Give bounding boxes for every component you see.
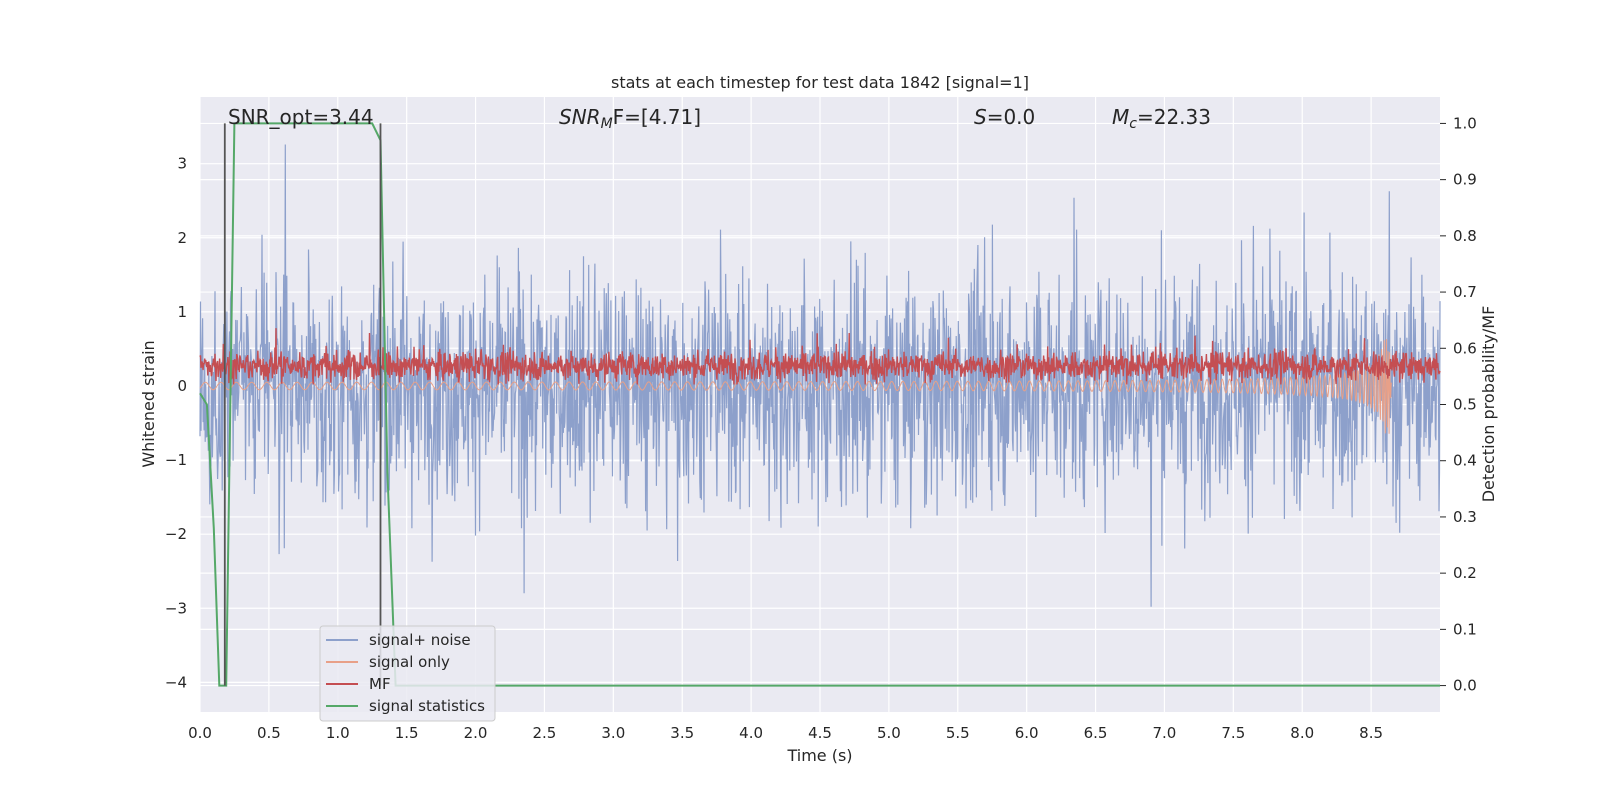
x-tick-label-16: 8.0 (1290, 724, 1314, 742)
legend-label-mf: MF (369, 675, 391, 693)
legend-label-signal-noise: signal+ noise (369, 631, 471, 649)
x-tick-label-10: 5.0 (877, 724, 901, 742)
y-left-tick-label-5: 1 (177, 303, 187, 321)
x-tick-label-14: 7.0 (1153, 724, 1177, 742)
signal-noise-line (199, 144, 1441, 607)
annotation-mc-rest: =22.33 (1137, 105, 1211, 129)
x-tick-label-17: 8.5 (1359, 724, 1383, 742)
chart-title: stats at each timestep for test data 184… (611, 73, 1029, 92)
x-tick-label-7: 3.5 (670, 724, 694, 742)
y-right-tick-label-8: 0.8 (1453, 227, 1477, 245)
x-tick-label-15: 7.5 (1221, 724, 1245, 742)
series-signal-noise (199, 144, 1441, 607)
y-left-tick-label-4: 0 (177, 377, 187, 395)
y-right-axis-label: Detection probability/MF (1479, 306, 1498, 503)
signal-only-line (199, 339, 1392, 434)
x-tick-label-5: 2.5 (533, 724, 557, 742)
annotation-mc: Mc=22.33 (1112, 105, 1211, 132)
y-left-tick-labels: −4 −3 −2 −1 0 1 2 3 (165, 155, 187, 692)
series-mf (199, 328, 1441, 385)
x-tick-label-4: 2.0 (464, 724, 488, 742)
legend: signal+ noise signal only MF signal stat… (319, 625, 496, 722)
legend-label-signal-only: signal only (369, 653, 450, 671)
y-left-tick-label-2: −2 (165, 525, 187, 543)
marker-lines (223, 123, 382, 686)
y-right-tick-labels: 0.0 0.1 0.2 0.3 0.4 0.5 0.6 0.7 0.8 0.9 1.0 (1440, 114, 1477, 695)
annotation-mc-italic: M (1112, 105, 1129, 129)
y-left-tick-label-0: −4 (165, 673, 187, 691)
annotation-snr-mf-rest: F=[4.71] (613, 105, 701, 129)
y-right-tick-label-5: 0.5 (1453, 396, 1477, 414)
grid (199, 97, 1440, 712)
x-tick-label-3: 1.5 (395, 724, 419, 742)
x-axis-label: Time (s) (786, 746, 852, 765)
x-tick-label-13: 6.5 (1084, 724, 1108, 742)
annotation-snr-mf: SNRMF=[4.71] (559, 105, 701, 132)
annotation-s: S=0.0 (974, 105, 1035, 129)
y-left-tick-label-3: −1 (165, 451, 187, 469)
y-right-tick-label-3: 0.3 (1453, 508, 1477, 526)
annotation-snr-opt: SNR_opt=3.44 (228, 105, 374, 129)
legend-label-signal-statistics: signal statistics (369, 697, 485, 715)
annotation-mc-sub: c (1129, 116, 1137, 132)
signal-statistics-line (199, 122, 1440, 687)
y-right-tick-label-2: 0.2 (1453, 564, 1477, 582)
y-left-tick-label-1: −3 (165, 599, 187, 617)
y-left-tick-label-7: 3 (177, 155, 187, 173)
annotation-s-rest: =0.0 (987, 105, 1036, 129)
x-tick-label-12: 6.0 (1015, 724, 1039, 742)
y-right-tick-label-6: 0.6 (1453, 339, 1477, 357)
y-right-tick-label-7: 0.7 (1453, 283, 1477, 301)
y-left-tick-label-6: 2 (177, 229, 187, 247)
x-tick-label-9: 4.5 (808, 724, 832, 742)
annotation-snr-mf-base: SNR (559, 105, 601, 129)
x-tick-labels: 0.0 0.5 1.0 1.5 2.0 2.5 3.0 3.5 4.0 4.5 5.0 5.5 6.0 6… (188, 724, 1383, 742)
y-left-axis-label: Whitened strain (139, 340, 158, 467)
series-signal-statistics (199, 122, 1440, 687)
x-tick-label-1: 0.5 (257, 724, 281, 742)
annotation-snr-mf-sub: M (601, 116, 613, 132)
y-right-tick-label-10: 1.0 (1453, 114, 1477, 132)
legend-box (319, 625, 496, 722)
x-tick-label-11: 5.5 (946, 724, 970, 742)
series-signal-only (199, 339, 1392, 434)
y-right-tick-label-0: 0.0 (1453, 677, 1477, 695)
y-right-tick-label-9: 0.9 (1453, 171, 1477, 189)
y-right-tick-label-4: 0.4 (1453, 452, 1477, 470)
mf-line (199, 328, 1441, 385)
x-tick-label-2: 1.0 (326, 724, 350, 742)
y-right-tick-label-1: 0.1 (1453, 620, 1477, 638)
x-tick-label-8: 4.0 (739, 724, 763, 742)
x-tick-label-6: 3.0 (601, 724, 625, 742)
x-tick-label-0: 0.0 (188, 724, 212, 742)
annotation-s-italic: S (974, 105, 987, 129)
